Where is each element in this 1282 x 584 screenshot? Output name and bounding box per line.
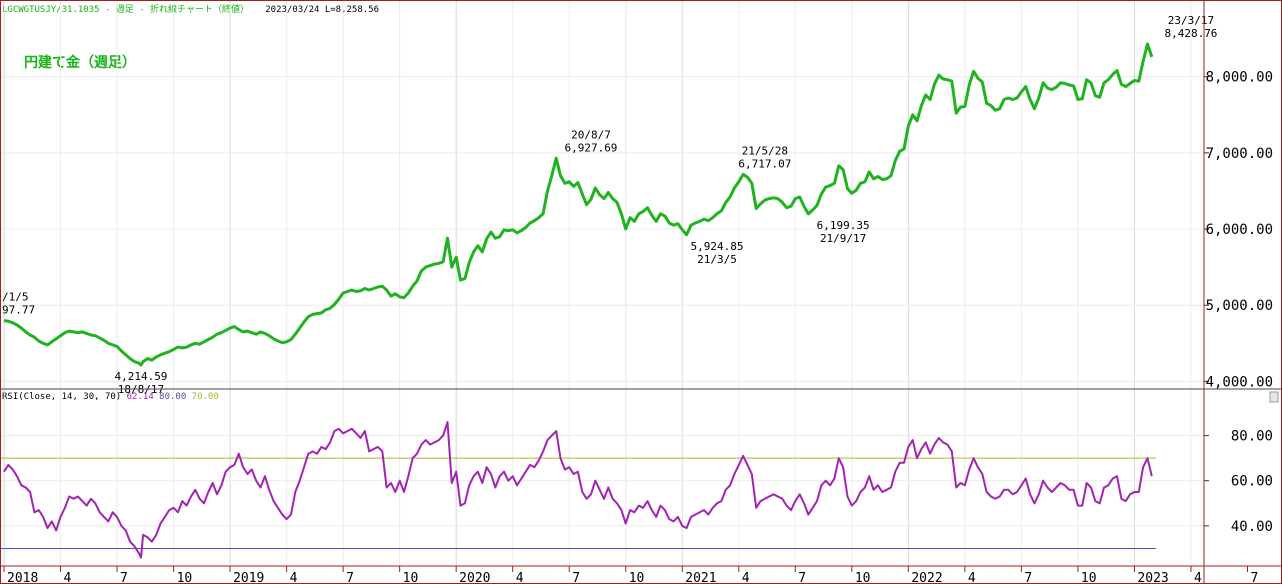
price-annotation: 23/3/17 xyxy=(1168,14,1214,27)
x-tick-label: 4 xyxy=(64,571,72,584)
y-tick-label: 40.00 xyxy=(1231,519,1273,535)
price-annotation: 97.77 xyxy=(2,304,35,317)
x-tick-label: 2018 xyxy=(7,571,38,584)
rsi-label: RSI(Close, 14, 30, 70) xyxy=(2,392,122,402)
x-tick-label: 10 xyxy=(403,571,419,584)
price-annotation: 20/8/7 xyxy=(571,128,611,141)
price-annotation: 6,927.69 xyxy=(564,141,617,154)
panel-scroll-marker xyxy=(1269,391,1279,403)
y-tick-label: 6,000.00 xyxy=(1206,222,1273,238)
x-tick-label: 4 xyxy=(290,571,298,584)
price-annotation: 5,924.85 xyxy=(691,240,744,253)
price-annotation: 6,199.35 xyxy=(817,219,870,232)
rsi-lo: 70.00 xyxy=(191,392,219,402)
y-tick-label: 7,000.00 xyxy=(1206,146,1273,162)
y-tick-label: 60.00 xyxy=(1231,474,1273,490)
price-annotation: 21/3/5 xyxy=(697,253,737,266)
x-tick-label: 10 xyxy=(629,571,645,584)
x-tick-label: 10 xyxy=(1081,571,1097,584)
rsi-hi: 80.00 xyxy=(159,392,187,402)
rsi-header: RSI(Close, 14, 30, 70) 62.14 80.00 70.00 xyxy=(2,392,219,402)
x-tick-label: 2020 xyxy=(459,571,490,584)
x-tick-label: 2022 xyxy=(911,571,942,584)
x-tick-label: 10 xyxy=(177,571,193,584)
x-tick-label: 4 xyxy=(1194,571,1202,584)
x-tick-label: 7 xyxy=(798,571,806,584)
x-tick-label: 4 xyxy=(968,571,976,584)
y-tick-label: 8,000.00 xyxy=(1206,70,1273,86)
price-annotation: 4,214.59 xyxy=(114,370,167,383)
y-tick-label: 4,000.00 xyxy=(1206,374,1273,390)
x-tick-label: 4 xyxy=(742,571,750,584)
chart-header: LGCWGTUSJY/31.1035 - 週足 - 折れ線チャート（終値） 20… xyxy=(2,2,379,15)
x-tick-label: 7 xyxy=(120,571,128,584)
x-tick-label: 7 xyxy=(572,571,580,584)
price-annotation: /1/5 xyxy=(2,291,29,304)
chart-title: 円建て金（週足） xyxy=(24,55,136,71)
price-annotation: 21/9/17 xyxy=(820,232,866,245)
price-annotation: 8,428.76 xyxy=(1164,27,1217,40)
price-annotation: 6,717.07 xyxy=(738,157,791,170)
x-tick-label: 2021 xyxy=(685,571,716,584)
x-tick-label: 2019 xyxy=(233,571,264,584)
x-tick-label: 10 xyxy=(855,571,871,584)
rsi-value: 62.14 xyxy=(126,392,154,402)
price-annotation: 18/8/17 xyxy=(118,383,164,396)
x-tick-label: 4 xyxy=(516,571,524,584)
price-line xyxy=(3,42,1154,367)
x-tick-label: 7 xyxy=(1250,571,1258,584)
x-tick-label: 2023 xyxy=(1137,571,1168,584)
price-annotation: 21/5/28 xyxy=(742,144,788,157)
last-value: 2023/03/24 L=8,258.56 xyxy=(265,5,380,15)
y-tick-label: 5,000.00 xyxy=(1206,298,1273,314)
x-tick-label: 7 xyxy=(1024,571,1032,584)
y-tick-label: 80.00 xyxy=(1231,429,1273,445)
symbol-line: LGCWGTUSJY/31.1035 - 週足 - 折れ線チャート（終値） xyxy=(2,5,249,15)
x-tick-label: 7 xyxy=(346,571,354,584)
rsi-line xyxy=(3,421,1153,559)
